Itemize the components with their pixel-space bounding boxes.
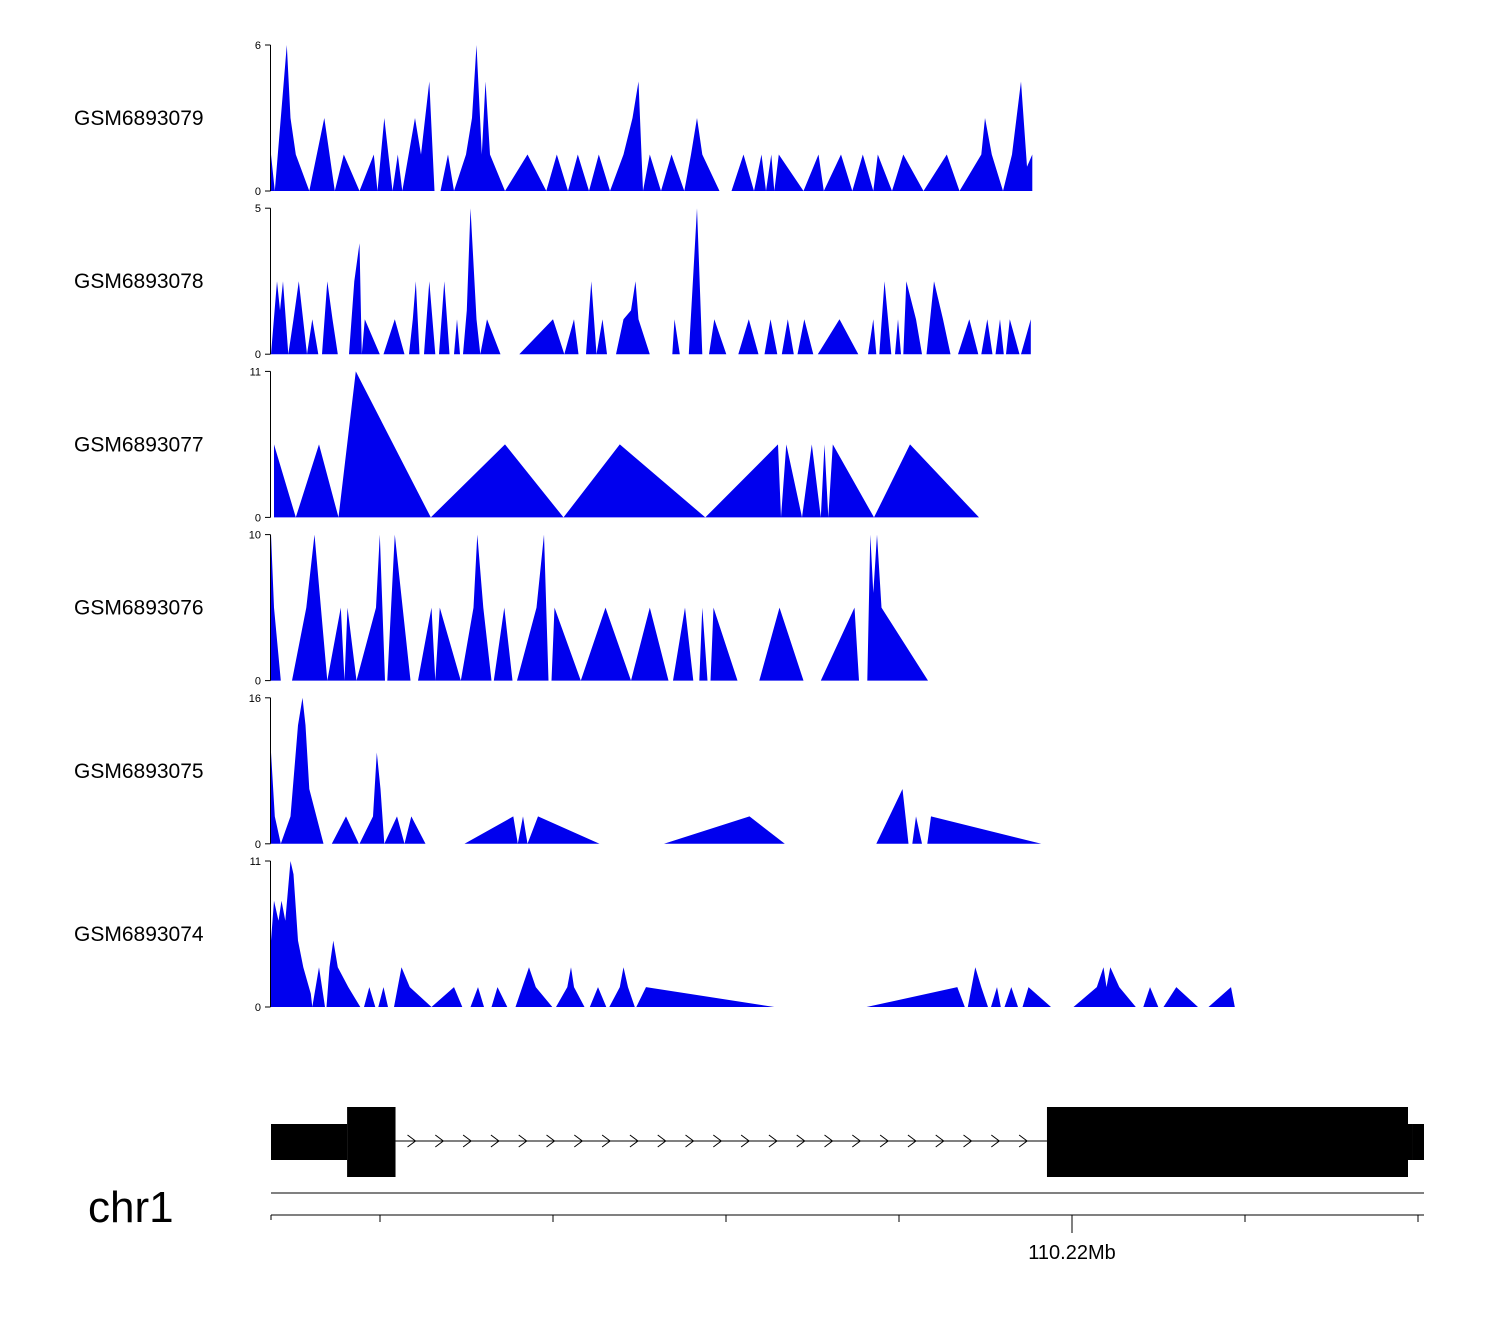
intron-direction-chevron <box>935 1134 945 1148</box>
coverage-area-gsm6893079 <box>271 45 1033 191</box>
intron-direction-chevron <box>824 1134 834 1148</box>
y-tick-label-zero: 0 <box>255 186 261 198</box>
intron-direction-chevron <box>435 1134 445 1148</box>
gene-exon-utr <box>271 1124 348 1160</box>
gene-exon-cds <box>347 1107 396 1177</box>
intron-direction-chevron <box>629 1134 639 1148</box>
intron-direction-chevron <box>740 1134 750 1148</box>
y-tick-label-zero: 0 <box>255 1002 261 1014</box>
intron-direction-chevron <box>963 1134 973 1148</box>
y-tick-label-max: 16 <box>249 693 261 705</box>
intron-direction-chevron <box>796 1134 806 1148</box>
genome-axis: chr1 110.22Mb <box>88 1183 1424 1264</box>
track-gsm6893074: GSM6893074 11 0 <box>74 856 1235 1014</box>
gene-model-track <box>271 1107 1424 1177</box>
intron-direction-chevron <box>462 1134 472 1148</box>
track-gsm6893078: GSM6893078 5 0 <box>74 203 1031 361</box>
coverage-area-gsm6893078 <box>271 208 1031 355</box>
intron-direction-chevron <box>685 1134 695 1148</box>
gene-exon-cds <box>1327 1107 1408 1177</box>
track-label: GSM6893079 <box>74 107 204 130</box>
y-tick-label-max: 10 <box>249 530 261 542</box>
y-tick-label-zero: 0 <box>255 676 261 688</box>
intron-direction-chevron <box>518 1134 528 1148</box>
track-gsm6893075: GSM6893075 16 0 <box>74 693 1077 851</box>
chromosome-label: chr1 <box>88 1183 174 1232</box>
track-label: GSM6893077 <box>74 433 204 456</box>
coverage-area-gsm6893074 <box>271 861 1235 1007</box>
intron-direction-chevron <box>574 1134 584 1148</box>
coverage-tracks: GSM689307960GSM689307850GSM6893077110GSM… <box>74 40 1235 1014</box>
track-label: GSM6893074 <box>74 923 204 946</box>
y-tick-label-zero: 0 <box>255 512 261 524</box>
gene-exon-cds <box>1046 1107 1332 1177</box>
intron-direction-chevron <box>879 1134 889 1148</box>
intron-direction-chevron <box>490 1134 500 1148</box>
y-tick-label-max: 11 <box>250 366 261 378</box>
intron-direction-chevron <box>852 1134 862 1148</box>
track-label: GSM6893075 <box>74 760 204 783</box>
intron-direction-chevron <box>907 1134 917 1148</box>
track-gsm6893076: GSM6893076 10 0 <box>74 530 973 688</box>
intron-direction-chevron <box>546 1134 556 1148</box>
coverage-area-gsm6893075 <box>271 697 1077 844</box>
track-label: GSM6893078 <box>74 270 204 293</box>
y-tick-label-max: 6 <box>255 40 261 52</box>
intron-direction-chevron <box>1018 1134 1028 1148</box>
y-tick-label-max: 5 <box>255 203 261 215</box>
track-gsm6893077: GSM6893077 11 0 <box>74 366 979 524</box>
intron-direction-chevron <box>768 1134 778 1148</box>
coverage-area-gsm6893077 <box>274 371 979 518</box>
y-tick-label-zero: 0 <box>255 349 261 361</box>
y-tick-label-max: 11 <box>250 856 261 868</box>
intron-direction-chevron <box>657 1134 667 1148</box>
coverage-area-gsm6893076 <box>271 534 973 681</box>
intron-direction-chevron <box>713 1134 723 1148</box>
intron-direction-chevron <box>991 1134 1001 1148</box>
axis-position-label: 110.22Mb <box>1028 1242 1115 1264</box>
track-label: GSM6893076 <box>74 597 204 620</box>
gene-exon-utr <box>1412 1124 1424 1160</box>
y-tick-label-zero: 0 <box>255 839 261 851</box>
track-gsm6893079: GSM6893079 6 0 <box>74 40 1033 198</box>
axis-ticks <box>270 1215 1419 1233</box>
intron-direction-chevron <box>407 1134 417 1148</box>
intron-direction-chevron <box>601 1134 611 1148</box>
